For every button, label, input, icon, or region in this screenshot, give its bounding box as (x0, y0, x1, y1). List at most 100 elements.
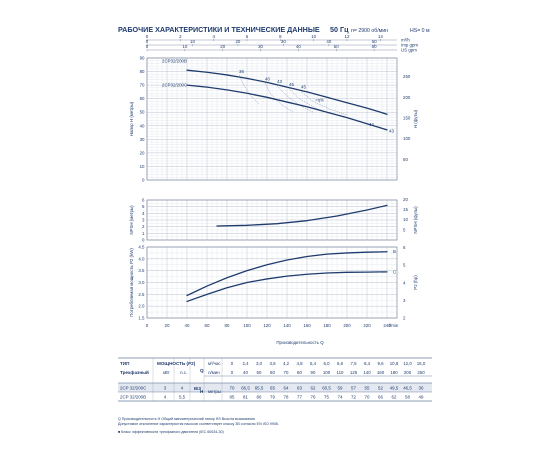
y-tick-label: 2.0 (138, 304, 145, 309)
y-tick-label: 6 (142, 198, 145, 203)
x-tick-label: 220 (363, 323, 371, 328)
table-cell-head: 74 (338, 395, 343, 400)
table-cell-lmin: 125 (350, 370, 358, 375)
efficiency-arc (276, 85, 314, 113)
table-cell-m3h: 5,4 (310, 361, 317, 366)
chart-title: РАБОЧИЕ ХАРАКТЕРИСТИКИ И ТЕХНИЧЕСКИЕ ДАН… (118, 25, 320, 34)
table-cell-lmin: 0 (231, 370, 234, 375)
npsh-curve (216, 204, 388, 227)
efficiency-label: 45 (289, 82, 294, 87)
table-type-subheader: Трехфазный (120, 369, 149, 375)
table-cell-head: 46,5 (403, 386, 412, 391)
table-cell-head: 70 (365, 395, 370, 400)
table-cell-m3h: 8,4 (364, 361, 371, 366)
table-cell-head: 80 (257, 395, 262, 400)
table-cell-lmin: 200 (404, 370, 412, 375)
y2-axis-label: NPSH (футы) (413, 206, 418, 234)
table-cell-m3h: 12,0 (403, 361, 412, 366)
x-tick-label: 20 (165, 323, 170, 328)
y2-tick-label: 50 (403, 157, 408, 162)
table-cell-head: 63 (297, 386, 302, 391)
table-cell-lmin: 90 (311, 370, 316, 375)
note-tolerance: Допустимое отклонение характеристик насо… (118, 422, 279, 426)
table-cell-head: 81 (243, 395, 248, 400)
top-scale-unit: US gpm (401, 48, 417, 53)
efficiency-arc (264, 82, 294, 113)
power-curve-label-c: C (393, 269, 396, 274)
y-axis-label: Напор H (метры) (129, 101, 134, 136)
note-efficiency-class: ■ Класс эффективности трехфазного двигат… (118, 430, 224, 434)
y-tick-label: 4 (142, 211, 145, 216)
x-tick-label: 180 (323, 323, 331, 328)
y2-tick-label: 6 (403, 245, 406, 250)
table-row-kw: 3 (164, 386, 167, 391)
efficiency-label: 43 (389, 129, 394, 134)
top-scale-tick: 40 (326, 39, 331, 44)
table-cell-head: 78 (284, 395, 289, 400)
table-h-symbol: H (200, 389, 204, 394)
table-row-hp: 4 (181, 386, 184, 391)
head-curve-b (186, 69, 388, 115)
table-cell-m3h: 9,6 (377, 361, 384, 366)
y2-tick-label: 3 (403, 298, 406, 303)
y-tick-label: 5 (142, 204, 145, 209)
table-cell-m3h: 3,0 (256, 361, 263, 366)
y-tick-label: 50 (140, 110, 145, 115)
top-scale-tick: 12 (345, 34, 350, 39)
y-tick-label: 4.5 (138, 245, 145, 250)
table-col-type: ТИП (120, 361, 129, 366)
top-scale-tick: 4 (212, 34, 215, 39)
speed-label: n= 2900 об/мин (351, 28, 388, 34)
efficiency-arc (300, 91, 348, 116)
table-cell-lmin: 180 (390, 370, 398, 375)
x-tick-label: 40 (185, 323, 190, 328)
top-scale-tick: 30 (258, 44, 263, 49)
table-cell-lmin: 250 (417, 370, 425, 375)
y2-tick-label: 20 (403, 197, 408, 202)
table-cell-head: 76 (311, 395, 316, 400)
table-cell-lmin: 140 (363, 370, 371, 375)
table-cell-head: 58 (405, 395, 410, 400)
table-cell-head: 36 (419, 386, 424, 391)
table-cell-head: 57 (351, 386, 356, 391)
head-panel: 0 10 20 30 40 50 60 70 80 90 50 100 150 200 250 Напор H… (129, 56, 418, 183)
x-tick-label: 200 (343, 323, 351, 328)
x-tick-label: 60 (205, 323, 210, 328)
power-panel: 1.5 2.0 2.5 3.0 3.5 4.0 4.5 2 3 4 5 6 Потребляемая м… (129, 245, 418, 321)
top-scale-tick: 60 (372, 44, 377, 49)
y-tick-label: 0 (142, 238, 145, 243)
efficiency-label: 36 (239, 69, 244, 74)
top-scale-tick: 10 (311, 34, 316, 39)
y2-tick-label: 2 (403, 316, 406, 321)
table-cell-m3h: 4,8 (296, 361, 303, 366)
y-tick-label: 80 (140, 69, 145, 74)
table-cell-head: 49 (419, 395, 424, 400)
table-cell-lmin: 40 (243, 370, 248, 375)
table-row-model: 2CP 32/200C (120, 386, 146, 391)
table-cell-head: 66,5 (241, 386, 250, 391)
table-cell-head: 59 (338, 386, 343, 391)
top-scale-tick: 0 (146, 34, 149, 39)
efficiency-label: 44 (369, 122, 374, 127)
table-ie-label: IE3 (194, 386, 201, 391)
table-cell-head: 65 (270, 386, 275, 391)
y-tick-label: 0 (142, 178, 145, 183)
top-scale-tick: 40 (296, 44, 301, 49)
y-tick-label: 60 (140, 96, 145, 101)
top-scale-tick: 20 (220, 44, 225, 49)
table-cell-head: 75 (324, 395, 329, 400)
power-curve-label-b: B (393, 249, 396, 254)
table-cell-lmin: 60 (270, 370, 275, 375)
x-axis-unit: l/min (389, 323, 399, 328)
table-cell-head: 85 (230, 395, 235, 400)
x-tick-label: 160 (303, 323, 311, 328)
frequency-label: 50 Гц (330, 25, 349, 34)
top-scale-tick: 8 (279, 34, 282, 39)
y2-axis-label: H (футы) (413, 109, 418, 128)
y-tick-label: 3 (142, 218, 145, 223)
y-tick-label: 2 (142, 224, 145, 229)
top-scale-unit: Imp gpm (401, 43, 418, 48)
table-cell-head: 49,5 (390, 386, 399, 391)
